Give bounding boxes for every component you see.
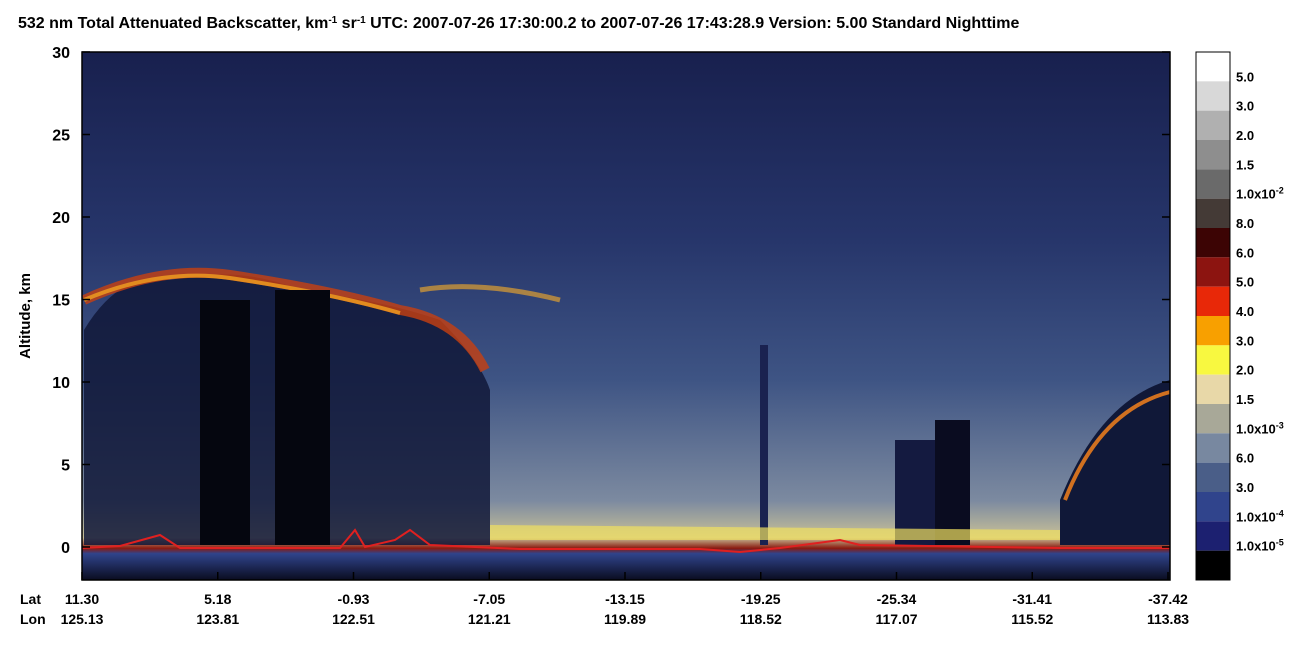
x-tick-label: -25.34 (877, 591, 917, 607)
colorbar-label-text: 1.5 (1236, 157, 1254, 172)
colorbar-segment (1196, 550, 1230, 580)
colorbar-segment (1196, 286, 1230, 316)
x-tick-label: -19.25 (741, 591, 781, 607)
colorbar-label-text: 8.0 (1236, 216, 1254, 231)
colorbar-label: 1.0x10-3 (1236, 420, 1284, 436)
colorbar-segment (1196, 345, 1230, 375)
y-tick-label: 5 (61, 458, 70, 475)
x-tick-label: 11.30 (65, 591, 99, 607)
colorbar-label-exponent: -2 (1276, 186, 1284, 196)
colorbar-segment (1196, 140, 1230, 170)
colorbar-frame (1195, 51, 1231, 581)
colorbar-label: 5.0 (1236, 275, 1254, 290)
colorbar-label-exponent: -3 (1276, 420, 1284, 430)
colorbar-label-text: 1.0x10 (1236, 509, 1276, 524)
colorbar-segment (1196, 198, 1230, 228)
colorbar-label: 3.0 (1236, 99, 1254, 114)
title-superscript: -1 (328, 15, 337, 26)
colorbar-label-text: 2.0 (1236, 128, 1254, 143)
title-superscript: -1 (357, 15, 366, 26)
title-part: sr (337, 15, 357, 32)
colorbar-label: 2.0 (1236, 363, 1254, 378)
colorbar-label-text: 3.0 (1236, 333, 1254, 348)
colorbar-segment (1196, 81, 1230, 111)
colorbar-label: 1.0x10-2 (1236, 186, 1284, 202)
y-axis-label: Altitude, km (17, 273, 34, 359)
x-tick-label: 119.89 (604, 611, 646, 627)
colorbar-label: 1.0x10-5 (1236, 538, 1284, 554)
colorbar-label: 6.0 (1236, 245, 1254, 260)
x-tick-label: -13.15 (605, 591, 645, 607)
y-tick-label: 30 (52, 45, 70, 62)
y-tick-label: 10 (52, 375, 70, 392)
colorbar-label-text: 6.0 (1236, 451, 1254, 466)
colorbar-label: 4.0 (1236, 304, 1254, 319)
title-part: 532 nm Total Attenuated Backscatter, km (18, 15, 328, 32)
x-tick-label: 125.13 (61, 611, 104, 627)
colorbar-segment (1196, 404, 1230, 434)
colorbar-label: 5.0 (1236, 69, 1254, 84)
colorbar-segment (1196, 316, 1230, 346)
x-tick-label: 117.07 (875, 611, 917, 627)
colorbar-segment (1196, 52, 1230, 82)
plot-image (81, 52, 1171, 580)
x-tick-label: 118.52 (740, 611, 782, 627)
colorbar-segment (1196, 228, 1230, 258)
colorbar-label-text: 1.5 (1236, 392, 1254, 407)
colorbar-segment (1196, 257, 1230, 287)
x-tick-label: 122.51 (332, 611, 375, 627)
y-tick-label: 0 (61, 540, 70, 557)
title-part: UTC: 2007-07-26 17:30:00.2 to 2007-07-26… (366, 15, 1020, 32)
colorbar-segment (1196, 462, 1230, 492)
colorbar-label-text: 5.0 (1236, 275, 1254, 290)
colorbar-label-text: 6.0 (1236, 245, 1254, 260)
colorbar-label-exponent: -4 (1276, 508, 1284, 518)
colorbar-segment (1196, 433, 1230, 463)
colorbar-label: 1.5 (1236, 157, 1254, 172)
row-label: Lat (20, 591, 41, 607)
x-tick-label: 113.83 (1147, 611, 1189, 627)
chart-title: 532 nm Total Attenuated Backscatter, km-… (18, 15, 1019, 33)
colorbar-label: 1.0x10-4 (1236, 508, 1284, 524)
colorbar-label: 8.0 (1236, 216, 1254, 231)
y-tick-label: 20 (52, 210, 70, 227)
colorbar-segment (1196, 110, 1230, 140)
x-tick-label: 5.18 (204, 591, 231, 607)
colorbar-label-text: 1.0x10 (1236, 421, 1276, 436)
colorbar-label: 1.5 (1236, 392, 1254, 407)
colorbar-label-text: 3.0 (1236, 480, 1254, 495)
colorbar-label-text: 4.0 (1236, 304, 1254, 319)
colorbar-segment (1196, 521, 1230, 551)
y-tick-label: 25 (52, 128, 70, 145)
y-tick-label: 15 (52, 293, 70, 310)
x-tick-label: -0.93 (338, 591, 370, 607)
colorbar-label: 6.0 (1236, 451, 1254, 466)
colorbar-label: 3.0 (1236, 480, 1254, 495)
colorbar-label-exponent: -5 (1276, 538, 1284, 548)
x-tick-label: -7.05 (473, 591, 505, 607)
colorbar-label: 2.0 (1236, 128, 1254, 143)
x-tick-label: 121.21 (468, 611, 511, 627)
row-label: Lon (20, 611, 46, 627)
x-tick-label: 115.52 (1011, 611, 1053, 627)
colorbar-segment (1196, 169, 1230, 199)
x-tick-label: -37.42 (1148, 591, 1188, 607)
colorbar-label-text: 1.0x10 (1236, 187, 1276, 202)
colorbar-label-text: 3.0 (1236, 99, 1254, 114)
plot-frame (81, 51, 1171, 581)
colorbar-segment (1196, 492, 1230, 522)
colorbar-label: 3.0 (1236, 333, 1254, 348)
colorbar-label-text: 1.0x10 (1236, 539, 1276, 554)
colorbar-label-text: 2.0 (1236, 363, 1254, 378)
colorbar-segment (1196, 374, 1230, 404)
colorbar-label-text: 5.0 (1236, 69, 1254, 84)
x-tick-label: -31.41 (1012, 591, 1052, 607)
x-tick-label: 123.81 (196, 611, 239, 627)
